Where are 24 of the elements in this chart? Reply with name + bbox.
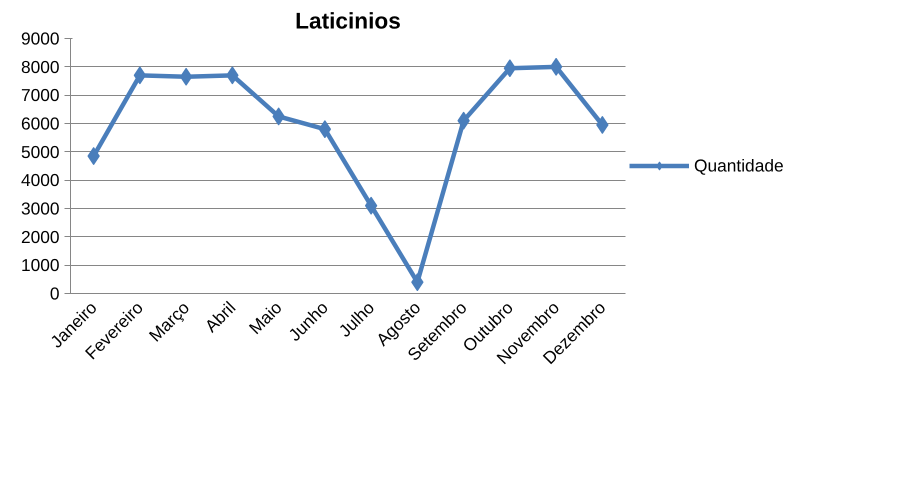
legend-label: Quantidade: [694, 155, 784, 176]
point: [550, 58, 562, 76]
y-tick-label: 5000: [20, 142, 60, 162]
y-tick-label: 4000: [20, 170, 60, 190]
y-tick-label: 1000: [20, 255, 60, 276]
y-tick-label: 6000: [20, 114, 60, 134]
y-tick-label: 9000: [20, 28, 60, 48]
point: [504, 59, 516, 78]
point: [596, 116, 609, 134]
chart-title: Laticinios: [295, 8, 401, 34]
point: [457, 112, 470, 130]
y-tick-label: 2000: [20, 226, 60, 247]
y-tick-label: 0: [50, 284, 60, 304]
point: [226, 66, 239, 84]
point: [272, 107, 285, 126]
point: [87, 147, 100, 166]
point: [411, 273, 424, 292]
y-tick-label: 8000: [20, 56, 60, 77]
y-tick-label: 7000: [20, 85, 60, 106]
point: [134, 66, 146, 84]
point: [318, 120, 332, 138]
y-tick-label: 3000: [20, 198, 60, 218]
point: [364, 196, 378, 215]
point: [180, 68, 192, 86]
